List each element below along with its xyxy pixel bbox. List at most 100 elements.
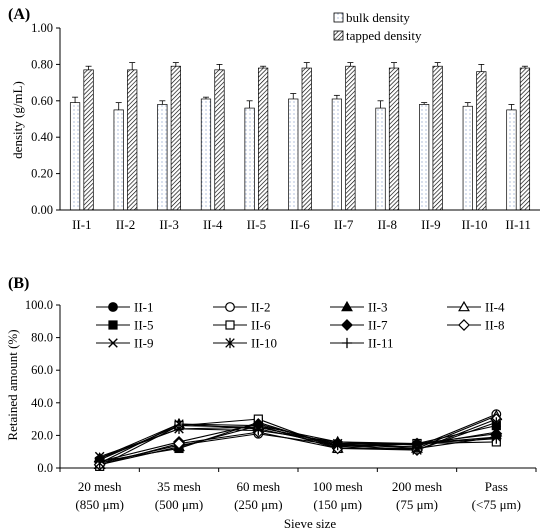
series-ii-7-line xyxy=(99,423,497,463)
bulk-density-bar xyxy=(200,98,212,211)
tapped-density-bar xyxy=(388,67,400,211)
series-ii-10-point xyxy=(491,417,502,428)
legend-ii-3-label: II-3 xyxy=(368,300,388,315)
series-ii-10-line xyxy=(99,421,497,464)
legend-ii-4-marker xyxy=(458,300,470,312)
series-ii-11-point xyxy=(411,438,423,449)
bulk-density-bar xyxy=(419,104,430,211)
panel-b-x-tick-label: 200 mesh xyxy=(392,479,443,494)
tapped-density-bar xyxy=(345,65,356,211)
bulk-density-bar xyxy=(331,98,342,211)
panel-b-y-axis: 0.0 20.0 40.0 60.0 80.0 100.0 xyxy=(25,298,61,475)
tapped-density-bar xyxy=(301,67,312,211)
panel-a-y-tick-label: 0.40 xyxy=(31,130,53,144)
series-ii-8-point xyxy=(173,437,185,450)
legend-bulk-density-swatch xyxy=(333,12,344,23)
panel-b-x-tick-sublabel: (75 μm) xyxy=(396,497,438,512)
panel-b-x-tick-sublabel: (250 μm) xyxy=(234,497,283,512)
tapped-density-bar xyxy=(127,69,138,211)
panel-a-x-tick-label: II-8 xyxy=(378,217,398,232)
legend-tapped-density-label: tapped density xyxy=(346,28,422,43)
panel-a-x-tick-label: II-5 xyxy=(247,217,267,232)
panel-a-legend: bulk density tapped density xyxy=(333,10,422,43)
panel-a-y-tick-label: 0.60 xyxy=(31,94,53,108)
panel-b-x-tick-sublabel: (150 μm) xyxy=(313,497,362,512)
panel-b-x-tick-label: Pass xyxy=(485,479,508,494)
panel-b-legend: II-1 II-2 II-3 II-4 II-5 II-6 II-7 II-8 II-9 II-1… xyxy=(96,300,505,351)
legend-ii-11-marker xyxy=(341,337,353,349)
panel-b-x-tick-sublabel: (500 μm) xyxy=(155,497,204,512)
panel-a-x-tick-label: II-3 xyxy=(159,217,179,232)
legend-ii-1-label: II-1 xyxy=(134,300,154,315)
panel-a-y-tick-label: 0.80 xyxy=(31,57,53,71)
legend-ii-7-marker xyxy=(341,319,353,331)
panel-b-x-tick-label: 100 mesh xyxy=(313,479,364,494)
panel-a-x-axis: II-1 II-2 II-3 II-4 II-5 II-6 II-7 II-8 II-9 II-1… xyxy=(60,209,540,232)
tapped-density-bar xyxy=(214,69,225,211)
bulk-density-bar xyxy=(288,98,299,211)
bulk-density-bar xyxy=(462,105,473,211)
legend-ii-11-label: II-11 xyxy=(368,336,394,351)
panel-a-x-tick-label: II-9 xyxy=(421,217,441,232)
panel-b-x-tick-label: 20 mesh xyxy=(78,479,122,494)
panel-a-y-tick-label: 1.00 xyxy=(31,21,53,35)
legend-ii-5-marker xyxy=(108,320,118,330)
tapped-density-bar xyxy=(432,65,443,211)
panel-a-x-tick-label: II-7 xyxy=(334,217,354,232)
panel-b-y-tick-label: 100.0 xyxy=(25,298,53,312)
legend-ii-7-label: II-7 xyxy=(368,318,388,333)
legend-ii-5-label: II-5 xyxy=(134,318,154,333)
legend-bulk-density-label: bulk density xyxy=(346,10,410,25)
series-ii-11-point xyxy=(491,433,502,444)
series-ii-11-line xyxy=(99,428,497,459)
panel-b-label: (B) xyxy=(8,275,29,292)
legend-ii-8-label: II-8 xyxy=(485,318,505,333)
panel-b-x-tick-label: 35 mesh xyxy=(157,479,201,494)
bulk-density-bar xyxy=(244,107,255,211)
panel-a-x-tick-label: II-1 xyxy=(72,217,92,232)
bulk-density-bar xyxy=(113,109,124,211)
legend-ii-10-label: II-10 xyxy=(251,336,277,351)
legend-ii-9-marker xyxy=(108,338,118,348)
panel-b-x-axis-title: Sieve size xyxy=(284,516,337,531)
series-ii-11-point xyxy=(173,423,185,434)
panel-b-y-tick-label: 60.0 xyxy=(31,363,53,377)
panel-a-x-tick-label: II-2 xyxy=(116,217,136,232)
panel-a-x-tick-label: II-6 xyxy=(290,217,310,232)
panel-a-bars xyxy=(69,62,531,211)
panel-a-label: (A) xyxy=(8,6,30,23)
legend-ii-1-marker xyxy=(108,302,118,312)
panel-b-y-tick-label: 80.0 xyxy=(31,331,53,345)
panel-b-x-tick-sublabel: (850 μm) xyxy=(75,497,124,512)
bulk-density-bar xyxy=(157,104,168,211)
tapped-density-bar xyxy=(170,65,181,211)
panel-a-y-axis: 0.00 0.20 0.40 0.60 0.80 1.00 xyxy=(31,21,61,217)
bulk-density-bar xyxy=(69,102,81,211)
panel-b-y-tick-label: 20.0 xyxy=(31,428,53,442)
bulk-density-bar xyxy=(506,109,517,211)
legend-ii-3-marker xyxy=(341,300,353,312)
legend-ii-2-label: II-2 xyxy=(251,300,271,315)
bulk-density-bar xyxy=(375,107,386,211)
panel-b-lines xyxy=(93,409,503,471)
legend-ii-4-label: II-4 xyxy=(485,300,505,315)
panel-a-y-tick-label: 0.00 xyxy=(31,203,53,217)
legend-ii-8-marker xyxy=(458,319,470,331)
panel-b-x-axis: 20 mesh (850 μm) 35 mesh (500 μm) 60 mesh (25… xyxy=(59,467,537,512)
legend-ii-2-marker xyxy=(225,302,235,312)
legend-tapped-density-swatch xyxy=(333,30,344,41)
panel-a-x-tick-label: II-4 xyxy=(203,217,223,232)
legend-ii-6-label: II-6 xyxy=(251,318,271,333)
tapped-density-bar xyxy=(476,71,487,211)
series-ii-11-point xyxy=(332,436,343,448)
panel-b-x-tick-label: 60 mesh xyxy=(236,479,280,494)
panel-a-x-tick-label: II-10 xyxy=(462,217,488,232)
tapped-density-bar xyxy=(519,67,531,211)
panel-a-y-tick-label: 0.20 xyxy=(31,167,53,181)
tapped-density-bar xyxy=(83,69,94,211)
series-ii-11-point xyxy=(253,425,264,436)
legend-ii-9-label: II-9 xyxy=(134,336,154,351)
legend-ii-6-marker xyxy=(225,320,235,330)
series-ii-11-point xyxy=(94,453,105,464)
